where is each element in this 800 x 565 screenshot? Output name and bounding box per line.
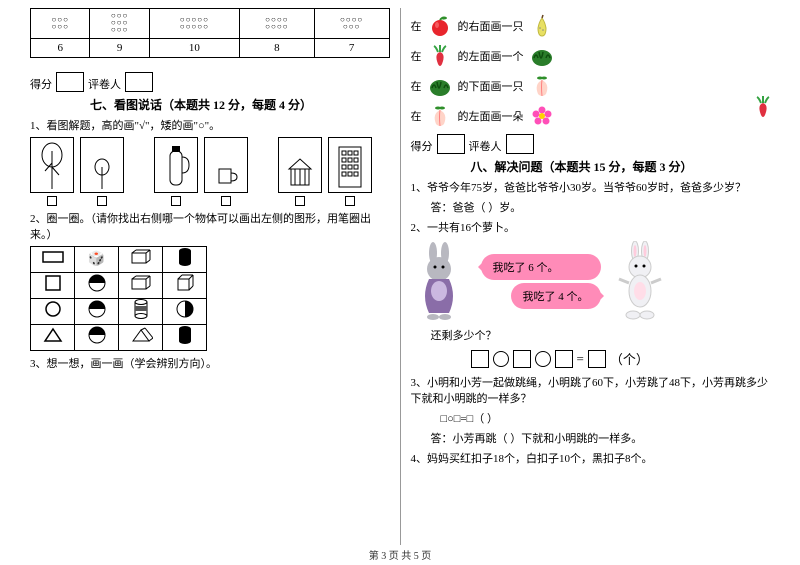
dots-row: ○○○○○○ ○○○○○○○○○ ○○○○○○○○○○ ○○○○○○○○ ○○○… bbox=[31, 9, 390, 39]
thermos-icon bbox=[154, 137, 198, 193]
q8-1-text: 1、爷爷今年75岁，爸爸比爷爷小30岁。当爷爷60岁时，爸爸多少岁？ bbox=[411, 179, 771, 195]
rabbit-scene: 我吃了 6 个。 我吃了 4 个。 bbox=[411, 241, 771, 321]
pear-icon bbox=[530, 14, 554, 38]
score-grader-row: 得分 评卷人 bbox=[30, 72, 390, 92]
flower-icon bbox=[530, 104, 554, 128]
speech-bubble-1: 我吃了 6 个。 bbox=[481, 254, 601, 280]
peach2-icon bbox=[428, 104, 452, 128]
shape-match-table: 🎲 bbox=[30, 246, 207, 351]
checkbox bbox=[97, 196, 107, 206]
q7-2-text: 2、圈一圈。（请你找出右侧哪一个物体可以画出左侧的图形，用笔圈出来。） bbox=[30, 210, 390, 242]
floating-radish-icon bbox=[751, 95, 775, 119]
q8-1-answer: 答：爸爸（ ）岁。 bbox=[431, 199, 771, 215]
q7-1-text: 1、看图解题，高的画"√"，矮的画"○"。 bbox=[30, 117, 390, 133]
page-footer: 第 3 页 共 5 页 bbox=[0, 545, 800, 562]
speech-bubble-2: 我吃了 4 个。 bbox=[511, 283, 601, 309]
score-label: 得分 bbox=[30, 76, 52, 92]
prism-icon bbox=[119, 325, 163, 351]
cup-icon bbox=[204, 137, 248, 193]
grader-label: 评卷人 bbox=[469, 138, 502, 154]
shape-square-icon bbox=[31, 273, 75, 299]
ball-half3-icon bbox=[163, 299, 207, 325]
unit-label: （个） bbox=[610, 349, 649, 368]
cylinder-icon bbox=[163, 247, 207, 273]
q7-1-images bbox=[30, 137, 390, 206]
fruit-row-3: 在 的下面画一只 bbox=[411, 74, 771, 98]
shape-rect-icon bbox=[31, 247, 75, 273]
num-cell: 9 bbox=[90, 39, 149, 58]
grader-label: 评卷人 bbox=[88, 76, 121, 92]
score-box bbox=[437, 134, 465, 154]
section7-title: 七、看图说话（本题共 12 分，每题 4 分） bbox=[90, 96, 390, 113]
checkbox bbox=[295, 196, 305, 206]
num-cell: 8 bbox=[239, 39, 314, 58]
grader-box bbox=[125, 72, 153, 92]
building-tall-icon bbox=[328, 137, 372, 193]
box-icon bbox=[119, 247, 163, 273]
fruit-row-2: 在 的左面画一个 bbox=[411, 44, 771, 68]
text: 的右面画一只 bbox=[458, 18, 524, 34]
score-box bbox=[56, 72, 84, 92]
checkbox bbox=[171, 196, 181, 206]
checkbox bbox=[221, 196, 231, 206]
q8-2-text: 2、一共有16个萝卜。 bbox=[411, 219, 771, 235]
tree-short-icon bbox=[80, 137, 124, 193]
grader-box bbox=[506, 134, 534, 154]
score-grader-row-8: 得分 评卷人 bbox=[411, 134, 771, 154]
fruit-row-1: 在 的右面画一只 bbox=[411, 14, 771, 38]
num-cell: 7 bbox=[314, 39, 389, 58]
rabbit-white-icon bbox=[611, 241, 671, 321]
q8-3-text: 3、小明和小芳一起做跳绳，小明跳了60下，小芳跳了48下，小芳再跳多少下就和小明… bbox=[411, 374, 771, 406]
watermelon2-icon bbox=[428, 74, 452, 98]
q8-3-answer: 答：小芳再跳（ ）下就和小明跳的一样多。 bbox=[431, 430, 771, 446]
box2-icon bbox=[119, 273, 163, 299]
text: 的左面画一个 bbox=[458, 48, 524, 64]
q7-3-text: 3、想一想，画一画（学会辨别方向）。 bbox=[30, 355, 390, 371]
checkbox bbox=[345, 196, 355, 206]
peach-icon bbox=[530, 74, 554, 98]
text: 在 bbox=[411, 108, 422, 124]
equation-boxes: = （个） bbox=[471, 349, 771, 368]
shape-triangle-icon bbox=[31, 325, 75, 351]
text: 在 bbox=[411, 48, 422, 64]
cylinder2-icon bbox=[163, 325, 207, 351]
text: 在 bbox=[411, 78, 422, 94]
counting-table: ○○○○○○ ○○○○○○○○○ ○○○○○○○○○○ ○○○○○○○○ ○○○… bbox=[30, 8, 390, 58]
apple-icon bbox=[428, 14, 452, 38]
score-label: 得分 bbox=[411, 138, 433, 154]
numbers-row: 6 9 10 8 7 bbox=[31, 39, 390, 58]
shape-circle-icon bbox=[31, 299, 75, 325]
num-cell: 6 bbox=[31, 39, 90, 58]
rabbit-gray-icon bbox=[411, 241, 471, 321]
q8-4-text: 4、妈妈买红扣子18个，白扣子10个，黑扣子8个。 bbox=[411, 450, 771, 466]
q8-2-rest: 还剩多少个？ bbox=[431, 327, 771, 343]
cube-icon bbox=[163, 273, 207, 299]
house-small-icon bbox=[278, 137, 322, 193]
text: 在 bbox=[411, 18, 422, 34]
ball-half4-icon bbox=[75, 325, 119, 351]
ball-half-icon bbox=[75, 273, 119, 299]
tree-tall-icon bbox=[30, 137, 74, 193]
radish-icon bbox=[428, 44, 452, 68]
dice-icon: 🎲 bbox=[75, 247, 119, 273]
num-cell: 10 bbox=[149, 39, 239, 58]
text: 的下面画一只 bbox=[458, 78, 524, 94]
text: 的左面画一朵 bbox=[458, 108, 524, 124]
q8-3-eq: □○□=□（ ） bbox=[441, 410, 771, 426]
section8-title: 八、解决问题（本题共 15 分，每题 3 分） bbox=[471, 158, 771, 175]
fruit-row-4: 在 的左面画一朵 bbox=[411, 104, 771, 128]
can-icon bbox=[119, 299, 163, 325]
watermelon-icon bbox=[530, 44, 554, 68]
ball-half2-icon bbox=[75, 299, 119, 325]
checkbox bbox=[47, 196, 57, 206]
